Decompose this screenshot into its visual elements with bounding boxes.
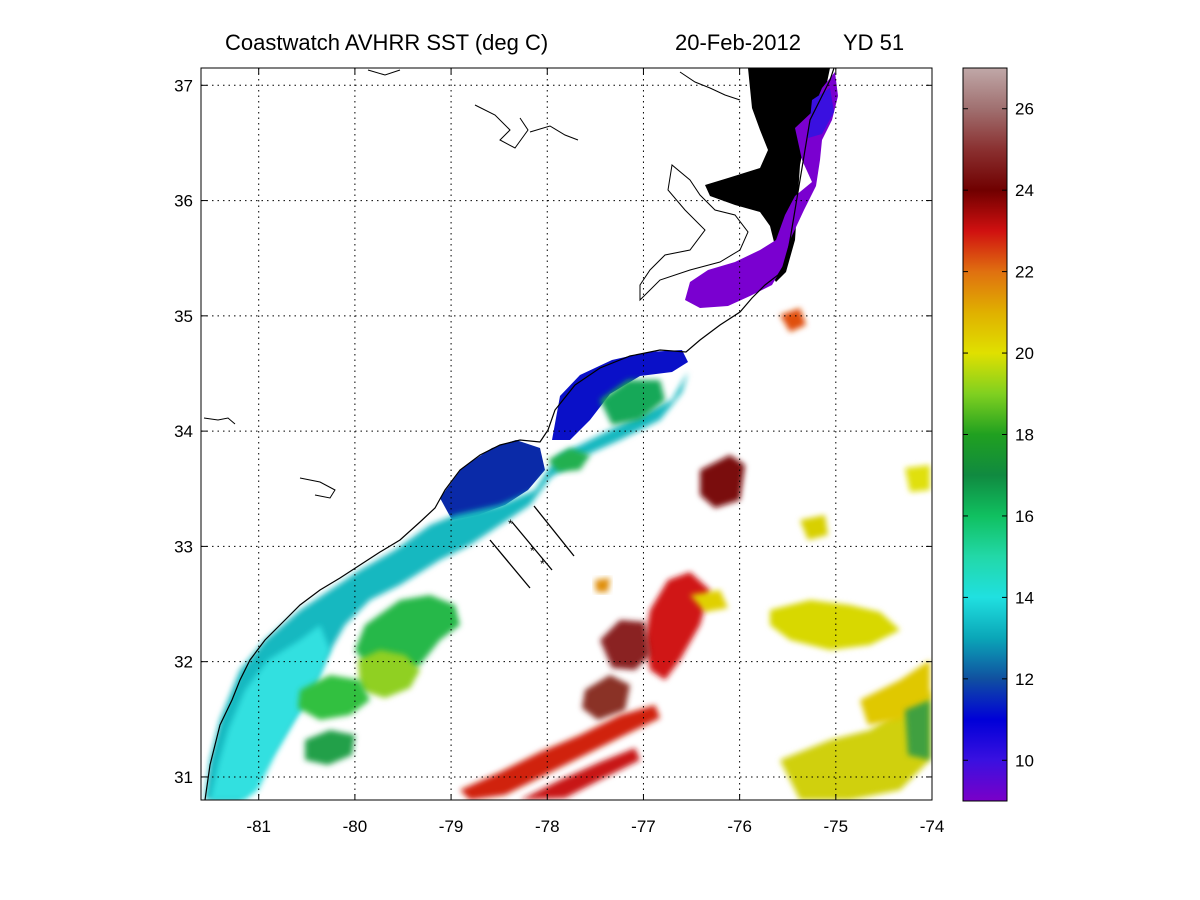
sst-region-gulfstream-red-2 xyxy=(460,705,660,800)
yearday-label: YD 51 xyxy=(843,30,904,55)
station-marker-2: * xyxy=(530,544,535,558)
sst-region-yellow-4 xyxy=(800,515,828,540)
sst-region-gulfstream-red-1 xyxy=(645,572,710,680)
sst-region-purple xyxy=(685,72,838,308)
sst-region-blue-onslow xyxy=(552,350,688,440)
river-inlet-3 xyxy=(299,477,336,499)
sst-region-cyan-coast xyxy=(210,625,330,800)
sst-region-green-4 xyxy=(600,380,665,425)
sst-region-green-offshore xyxy=(905,700,930,760)
colorbar-tick-label: 16 xyxy=(1015,507,1034,526)
sst-region-green-2 xyxy=(298,675,370,720)
river-inlet-1 xyxy=(474,104,529,149)
lon-tick-label: -74 xyxy=(920,817,945,836)
lon-tick-label: -76 xyxy=(727,817,752,836)
sst-region-orange-2 xyxy=(595,578,610,592)
lat-tick-label: 34 xyxy=(174,422,193,441)
lat-tick-label: 37 xyxy=(174,76,193,95)
colorbar-tick-label: 12 xyxy=(1015,670,1034,689)
sst-region-yellow-5 xyxy=(905,465,930,492)
sst-region-yellow-1 xyxy=(770,600,900,650)
sst-region-gulfstream-dark-2 xyxy=(582,675,630,720)
lon-tick-label: -81 xyxy=(246,817,271,836)
transect-line-1 xyxy=(489,539,531,589)
lat-tick-label: 32 xyxy=(174,653,193,672)
sst-region-green-5 xyxy=(548,448,590,472)
colorbar-ticks: 10 12 14 16 18 20 22 24 26 xyxy=(963,100,1034,770)
river-inlet-2 xyxy=(529,125,579,141)
colorbar-tick-label: 14 xyxy=(1015,588,1034,607)
lon-tick-label: -77 xyxy=(631,817,656,836)
river-inlet-4 xyxy=(203,417,236,425)
station-marker-3: * xyxy=(540,557,545,571)
colorbar xyxy=(962,67,1008,802)
station-marker-1: * xyxy=(508,517,513,531)
lat-axis: 31 32 33 34 35 36 37 xyxy=(174,76,932,787)
land-mass xyxy=(705,68,830,282)
coastline xyxy=(204,68,835,800)
colorbar-tick-label: 10 xyxy=(1015,751,1034,770)
colorbar-tick-label: 24 xyxy=(1015,181,1034,200)
river-inlet-5 xyxy=(367,69,401,76)
sst-map: * * * xyxy=(203,68,930,800)
sst-region-blue-outerbanks xyxy=(808,88,834,138)
lat-tick-label: 33 xyxy=(174,537,193,556)
product-title: Coastwatch AVHRR SST (deg C) xyxy=(225,30,548,55)
colorbar-tick-label: 20 xyxy=(1015,344,1034,363)
sst-region-gulfstream-dark-3 xyxy=(700,455,745,508)
colorbar-tick-label: 22 xyxy=(1015,263,1034,282)
lon-tick-label: -79 xyxy=(439,817,464,836)
transect-line-3 xyxy=(533,505,575,557)
lon-tick-label: -78 xyxy=(535,817,560,836)
colorbar-tick-label: 18 xyxy=(1015,426,1034,445)
sst-region-gulfstream-dark-1 xyxy=(600,620,650,670)
lon-tick-label: -80 xyxy=(343,817,368,836)
lat-tick-label: 35 xyxy=(174,307,193,326)
sst-region-yellow-6 xyxy=(690,590,728,612)
lon-axis: -81 -80 -79 -78 -77 -76 -75 -74 xyxy=(246,68,944,836)
colorbar-tick-label: 26 xyxy=(1015,100,1034,119)
lat-tick-label: 36 xyxy=(174,192,193,211)
map-frame xyxy=(200,67,933,801)
sst-region-warm-orange-1 xyxy=(780,308,806,332)
date-label: 20-Feb-2012 xyxy=(675,30,801,55)
sst-region-blue-longbay xyxy=(440,440,545,520)
inner-coastline xyxy=(639,164,749,302)
lat-tick-label: 31 xyxy=(174,768,193,787)
sst-region-green-3 xyxy=(305,730,355,765)
sst-region-gulfstream-red-3 xyxy=(520,748,640,800)
river-inlet-6 xyxy=(679,71,741,101)
lon-tick-label: -75 xyxy=(824,817,849,836)
